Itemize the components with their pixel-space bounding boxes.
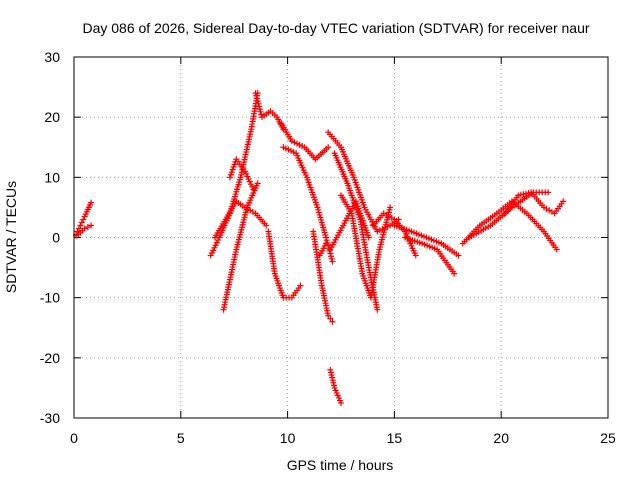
data-point — [325, 312, 332, 319]
data-point — [323, 237, 330, 244]
data-point — [257, 108, 264, 115]
y-axis-label: SDTVAR / TECUs — [3, 181, 19, 293]
data-point — [451, 270, 458, 277]
data-point — [412, 252, 419, 259]
data-point — [387, 204, 394, 211]
data-point — [81, 225, 88, 232]
x-axis-label: GPS time / hours — [287, 457, 394, 473]
data-point — [455, 252, 462, 259]
y-tick-label: 20 — [44, 109, 60, 125]
x-tick-label: 10 — [280, 430, 296, 446]
y-tick-label: 10 — [44, 169, 60, 185]
plot-frame — [73, 56, 609, 419]
data-point — [323, 240, 330, 247]
x-tick-label: 20 — [493, 430, 509, 446]
data-point — [327, 315, 334, 322]
data-point — [326, 247, 333, 254]
data-point — [329, 318, 336, 325]
data-point — [545, 189, 552, 196]
data-point — [78, 219, 85, 226]
data-point — [329, 258, 336, 265]
x-tick-label: 15 — [387, 430, 403, 446]
y-tick-label: 0 — [52, 230, 60, 246]
y-tick-label: -10 — [40, 290, 60, 306]
y-tick-label: -30 — [40, 410, 60, 426]
data-point — [252, 90, 259, 97]
data-point — [256, 106, 263, 113]
data-point — [365, 234, 372, 241]
data-point — [88, 222, 95, 229]
data-point — [74, 228, 81, 235]
data-point — [88, 199, 95, 206]
data-point — [553, 246, 560, 253]
data-point — [338, 399, 344, 406]
data-point — [374, 306, 381, 313]
data-point — [80, 216, 87, 223]
data-point — [250, 186, 257, 193]
data-point — [560, 198, 567, 205]
chart-title: Day 086 of 2026, Sidereal Day-to-day VTE… — [82, 20, 589, 36]
axis-ticks: 0 5 10 15 20 25 -30 -20 -10 0 10 20 30 — [40, 49, 616, 446]
data-point — [253, 92, 260, 99]
data-point — [75, 225, 82, 232]
data-point — [254, 98, 261, 105]
data-point — [254, 180, 261, 187]
data-point — [323, 234, 330, 241]
data-points — [73, 90, 567, 406]
data-point — [297, 282, 304, 289]
data-point — [255, 100, 262, 107]
x-tick-label: 5 — [177, 430, 185, 446]
x-tick-label: 0 — [70, 430, 78, 446]
data-point — [84, 223, 91, 230]
data-point — [328, 253, 335, 260]
grid — [74, 57, 608, 418]
data-point — [263, 222, 270, 229]
y-tick-label: -20 — [40, 350, 60, 366]
data-point — [77, 222, 84, 229]
x-tick-label: 25 — [600, 430, 616, 446]
data-point — [256, 103, 263, 110]
data-point — [253, 95, 260, 102]
y-tick-label: 30 — [44, 49, 60, 65]
data-point — [328, 255, 335, 262]
data-point — [325, 144, 332, 151]
